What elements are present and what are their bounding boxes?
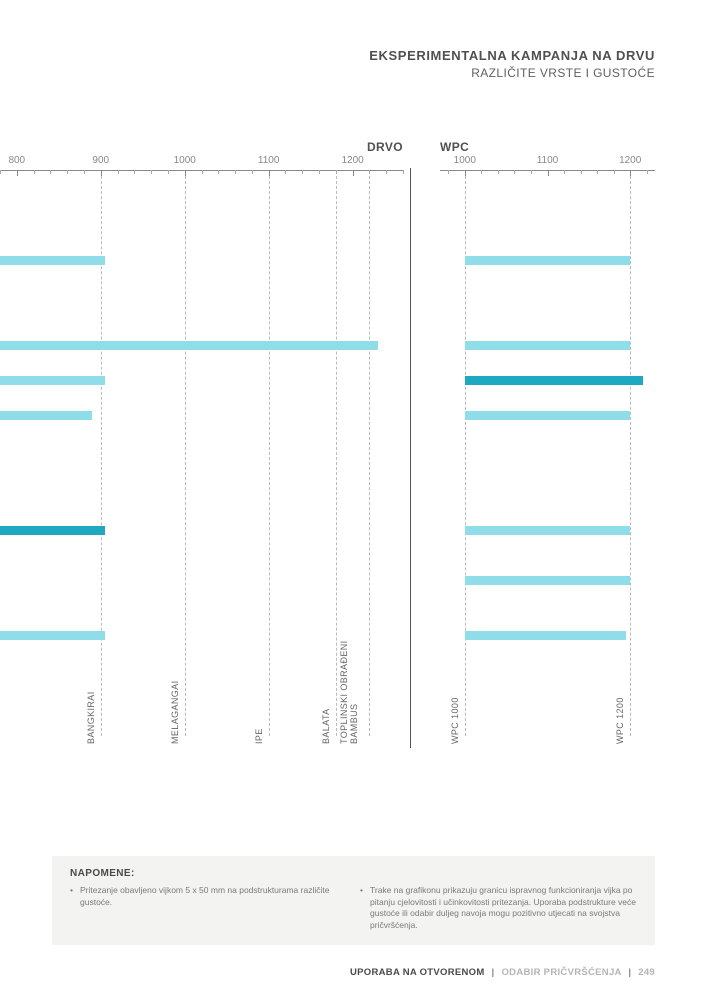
page-header: EKSPERIMENTALNA KAMPANJA NA DRVU RAZLIČI… (369, 48, 655, 80)
chart-bar (0, 411, 92, 420)
axis-minor-tick (386, 170, 387, 174)
grid-column (369, 176, 370, 736)
chart-bar (465, 411, 630, 420)
footer-mid: ODABIR PRIČVRŠĆENJA (501, 967, 621, 978)
chart-bar (465, 526, 630, 535)
grid-column-label: BANGKIRAI (86, 628, 96, 744)
axis-minor-tick (302, 170, 303, 174)
footer-separator: | (492, 967, 495, 978)
axis-tick-label: 800 (8, 155, 25, 166)
grid-column-label: MELAGANGAI (170, 628, 180, 744)
axis-tick-label: 900 (92, 155, 109, 166)
axis-minor-tick (514, 170, 515, 174)
section-title-wood: DRVO (367, 140, 403, 154)
grid-column-label: BALATA (321, 628, 331, 744)
axis-minor-tick (202, 170, 203, 174)
footer-page: 249 (638, 967, 655, 978)
axis-minor-tick (285, 170, 286, 174)
axis-minor-tick (218, 170, 219, 174)
notes-title: NAPOMENE: (70, 868, 637, 879)
axis-tick-label: 1100 (537, 155, 559, 166)
chart-bar (0, 256, 105, 265)
grid-column-label: WPC 1000 (450, 628, 460, 744)
grid-column (185, 176, 186, 736)
grid-column (269, 176, 270, 736)
axis-minor-tick (235, 170, 236, 174)
grid-column (336, 176, 337, 736)
section-title-wpc: WPC (440, 140, 469, 154)
chart-bar (0, 526, 105, 535)
notes-columns: Pritezanje obavljeno vijkom 5 x 50 mm na… (70, 885, 637, 931)
axis-tick-label: 1200 (342, 155, 364, 166)
grid-column-label: IPE (254, 628, 264, 744)
grid-column-label: WPC 1200 (615, 628, 625, 744)
chart-bar (0, 631, 105, 640)
axis-minor-tick (336, 170, 337, 174)
chart-bar (465, 631, 626, 640)
axis-tick-label: 1100 (258, 155, 280, 166)
axis-minor-tick (614, 170, 615, 174)
chart-area: DRVO WPC 800 900 1000 1100 1200 BANGKIRAI MELA… (0, 140, 707, 860)
axis-tick-label: 1000 (174, 155, 196, 166)
axis-minor-tick (647, 170, 648, 174)
footer-separator: | (628, 967, 631, 978)
note-item-left: Pritezanje obavljeno vijkom 5 x 50 mm na… (70, 885, 330, 931)
axis-minor-tick (448, 170, 449, 174)
axis-tick (353, 170, 354, 176)
axis-minor-tick (118, 170, 119, 174)
chart-bar (465, 376, 643, 385)
axis-minor-tick (0, 170, 1, 174)
axis-minor-tick (531, 170, 532, 174)
axis-minor-tick (498, 170, 499, 174)
chart-bar (465, 576, 630, 585)
chart-bar (465, 341, 630, 350)
axis-minor-tick (581, 170, 582, 174)
axis-minor-tick (481, 170, 482, 174)
axis-minor-tick (564, 170, 565, 174)
page: EKSPERIMENTALNA KAMPANJA NA DRVU RAZLIČI… (0, 0, 707, 1000)
axis-tick (17, 170, 18, 176)
notes-box: NAPOMENE: Pritezanje obavljeno vijkom 5 … (52, 856, 655, 945)
axis-minor-tick (168, 170, 169, 174)
axis-tick (548, 170, 549, 176)
grid-column (630, 176, 631, 736)
axis-minor-tick (67, 170, 68, 174)
header-subtitle: RAZLIČITE VRSTE I GUSTOĆE (369, 66, 655, 80)
axis-minor-tick (319, 170, 320, 174)
axis-minor-tick (134, 170, 135, 174)
axis-minor-tick (403, 170, 404, 174)
chart-bar (465, 256, 630, 265)
axis-minor-tick (84, 170, 85, 174)
chart-bar (0, 341, 378, 350)
axis-minor-tick (34, 170, 35, 174)
axis-tick-label: 1000 (454, 155, 476, 166)
header-title: EKSPERIMENTALNA KAMPANJA NA DRVU (369, 48, 655, 63)
axis-minor-tick (252, 170, 253, 174)
grid-column-label: TOPLINSKI OBRAĐENI BAMBUS (339, 628, 359, 744)
axis-minor-tick (50, 170, 51, 174)
axis-minor-tick (597, 170, 598, 174)
axis-tick-label: 1200 (619, 155, 641, 166)
region-divider (410, 168, 411, 748)
axis-minor-tick (151, 170, 152, 174)
chart-bar (0, 376, 105, 385)
page-footer: UPORABA NA OTVORENOM | ODABIR PRIČVRŠĆEN… (350, 967, 655, 978)
footer-left: UPORABA NA OTVORENOM (350, 967, 485, 978)
axis-minor-tick (369, 170, 370, 174)
note-item-right: Trake na grafikonu prikazuju granicu isp… (360, 885, 637, 931)
